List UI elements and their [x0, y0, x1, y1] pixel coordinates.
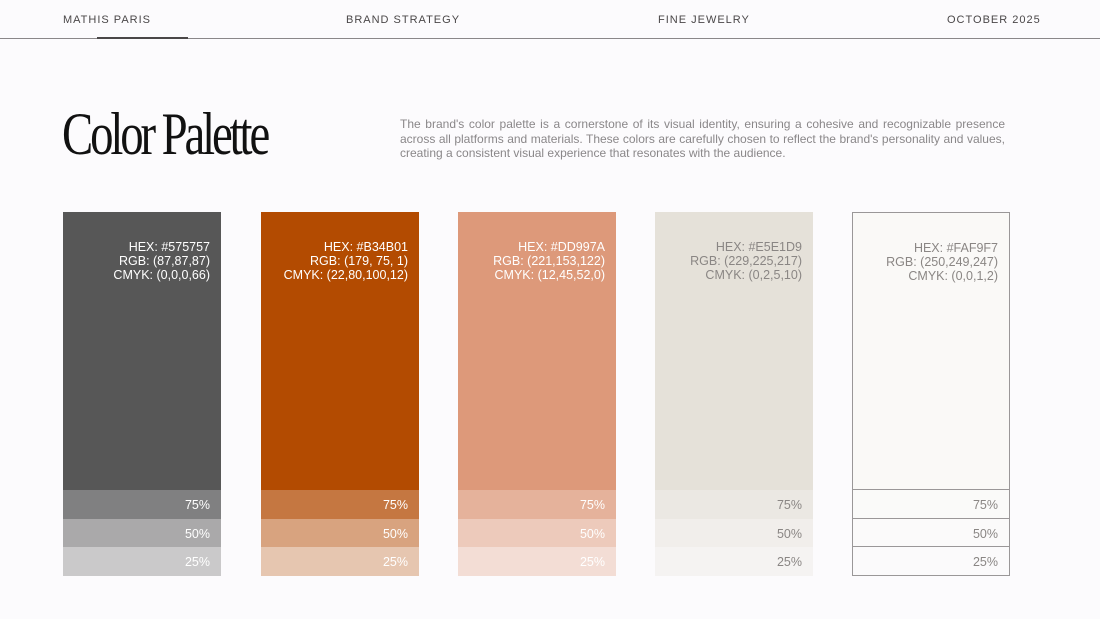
tint-fill — [261, 490, 419, 519]
description: The brand's color palette is a cornersto… — [400, 117, 1005, 160]
tint: 50% — [852, 518, 1010, 547]
swatch: HEX: #DD997A RGB: (221,153,122) CMYK: (12,… — [458, 212, 616, 576]
tint-fill — [63, 518, 221, 547]
tint: 75% — [852, 490, 1010, 519]
tint: 75% — [458, 490, 616, 519]
swatch-rgb: RGB: (221,153,122) — [493, 254, 605, 268]
tint-label: 75% — [184, 498, 210, 512]
tint: 50% — [655, 518, 813, 547]
tint: 75% — [655, 490, 813, 519]
header-item: BRAND STRATEGY — [346, 14, 461, 26]
tint-fill — [63, 547, 221, 576]
swatch: HEX: #B34B01 RGB: (179, 75, 1) CMYK: (22,8… — [261, 212, 419, 576]
swatch-main: HEX: #DD997A RGB: (221,153,122) CMYK: (12,… — [458, 212, 616, 490]
tint-fill — [63, 490, 221, 519]
tint-fill — [458, 547, 616, 576]
tint-label: 25% — [972, 555, 998, 569]
tint-label: 75% — [776, 498, 802, 512]
swatch-rgb: RGB: (87,87,87) — [118, 254, 210, 268]
tint-fill — [853, 547, 1009, 575]
swatch-rgb: RGB: (229,225,217) — [690, 254, 802, 268]
header-item: MATHIS PARIS — [63, 14, 151, 26]
tint: 50% — [458, 518, 616, 547]
swatch-cmyk: CMYK: (0,2,5,10) — [705, 268, 802, 282]
tint-fill — [458, 518, 616, 547]
swatch-info: HEX: #B34B01 RGB: (179, 75, 1) CMYK: (22,8… — [284, 240, 408, 282]
swatch-hex: HEX: #FAF9F7 — [913, 241, 998, 255]
swatch-cmyk: CMYK: (0,0,1,2) — [908, 269, 998, 283]
tint: 50% — [63, 518, 221, 547]
swatch-cmyk: CMYK: (0,0,0,66) — [113, 268, 210, 282]
tint: 25% — [852, 547, 1010, 576]
swatch-main: HEX: #E5E1D9 RGB: (229,225,217) CMYK: (0,2… — [655, 212, 813, 490]
tint-fill — [853, 518, 1009, 546]
title: Color Palette — [62, 101, 270, 167]
swatch-hex: HEX: #E5E1D9 — [715, 240, 802, 254]
swatch: HEX: #575757 RGB: (87,87,87) CMYK: (0,0,0,… — [63, 212, 221, 576]
header-rule — [0, 38, 1100, 39]
swatch-cmyk: CMYK: (22,80,100,12) — [283, 268, 408, 282]
swatch-info: HEX: #FAF9F7 RGB: (250,249,247) CMYK: (0,0… — [886, 241, 998, 283]
header-item: FINE JEWELRY — [658, 14, 750, 26]
tint-label: 75% — [382, 498, 408, 512]
swatch: HEX: #FAF9F7 RGB: (250,249,247) CMYK: (0,0… — [852, 212, 1010, 576]
tint-fill — [261, 518, 419, 547]
tint: 25% — [261, 547, 419, 576]
tint: 75% — [63, 490, 221, 519]
tint-fill — [458, 490, 616, 519]
swatch-main: HEX: #B34B01 RGB: (179, 75, 1) CMYK: (22,8… — [261, 212, 419, 490]
tint-fill — [655, 547, 813, 576]
tint-label: 50% — [776, 526, 802, 541]
tint-label: 75% — [972, 498, 998, 512]
swatch-cmyk: CMYK: (12,45,52,0) — [494, 268, 605, 282]
swatch-hex: HEX: #B34B01 — [323, 240, 408, 254]
tint: 75% — [261, 490, 419, 519]
swatch-main: HEX: #575757 RGB: (87,87,87) CMYK: (0,0,0,… — [63, 212, 221, 490]
swatch-info: HEX: #E5E1D9 RGB: (229,225,217) CMYK: (0,2… — [690, 240, 802, 282]
swatch-info: HEX: #DD997A RGB: (221,153,122) CMYK: (12,… — [493, 240, 605, 282]
tint-label: 75% — [579, 498, 605, 512]
tint-label: 25% — [579, 555, 605, 569]
tint-fill — [655, 518, 813, 547]
tint-label: 50% — [972, 526, 998, 541]
tint-label: 25% — [382, 555, 408, 569]
tint-label: 25% — [184, 555, 210, 569]
header-accent — [97, 37, 188, 39]
tint-fill — [261, 547, 419, 576]
tint-fill — [655, 490, 813, 519]
tint: 50% — [261, 518, 419, 547]
tint-label: 50% — [382, 526, 408, 541]
tint-fill — [853, 490, 1009, 518]
swatch-main: HEX: #FAF9F7 RGB: (250,249,247) CMYK: (0,0… — [852, 212, 1010, 490]
tint-label: 50% — [579, 526, 605, 541]
swatch-hex: HEX: #DD997A — [518, 240, 605, 254]
swatch-info: HEX: #575757 RGB: (87,87,87) CMYK: (0,0,0,… — [113, 240, 210, 282]
header-item: OCTOBER 2025 — [947, 14, 1041, 26]
tint-label: 25% — [776, 555, 802, 569]
swatch-rgb: RGB: (179, 75, 1) — [310, 254, 408, 268]
tint: 25% — [655, 547, 813, 576]
tint-label: 50% — [184, 526, 210, 541]
swatch: HEX: #E5E1D9 RGB: (229,225,217) CMYK: (0,2… — [655, 212, 813, 576]
tint: 25% — [458, 547, 616, 576]
swatch-hex: HEX: #575757 — [128, 240, 210, 254]
tint: 25% — [63, 547, 221, 576]
swatch-rgb: RGB: (250,249,247) — [886, 255, 998, 269]
